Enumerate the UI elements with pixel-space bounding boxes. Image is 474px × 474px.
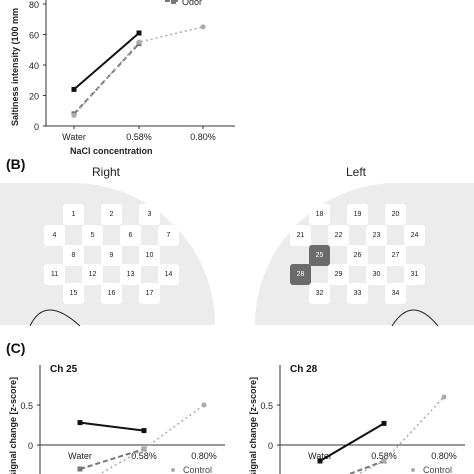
c25-series-1-line [79, 448, 145, 470]
channel-17: 17 [139, 283, 160, 304]
a-series-0-line [73, 32, 140, 91]
a-y-tick-label: 80 [29, 0, 39, 10]
c25-y-tick-label: 0.5 [20, 401, 33, 411]
c28-title: Ch 28 [290, 364, 318, 375]
panel-b-label: (B) [6, 156, 26, 172]
channel-9: 9 [101, 245, 122, 266]
channel-30: 30 [366, 264, 387, 285]
a-x-tick-label: Water [62, 132, 86, 142]
channel-28: 28 [290, 264, 311, 285]
channel-5: 5 [82, 225, 103, 246]
channel-22: 22 [328, 225, 349, 246]
left-hemisphere-label: Left [346, 165, 367, 179]
signal-change-charts: 0 0.5 Water 0.58% 0.80% Ch 25 signal change [z… [8, 364, 465, 474]
channel-27: 27 [385, 245, 406, 266]
channel-8: 8 [63, 245, 84, 266]
channel-29: 29 [328, 264, 349, 285]
c25-series-0-point [77, 420, 83, 426]
a-x-tick-label: 0.58% [126, 132, 152, 142]
c25-legend-control-marker [171, 468, 175, 472]
channel-6: 6 [120, 225, 141, 246]
c25-x-tick-label: 0.80% [191, 451, 217, 461]
right-hemisphere-label: Right [92, 165, 121, 179]
channel-34: 34 [385, 283, 406, 304]
channel-18: 18 [309, 204, 330, 225]
channel-4: 4 [44, 225, 65, 246]
c28-series-2-point [441, 394, 447, 400]
left-ear-icon [391, 309, 439, 327]
channel-15: 15 [63, 283, 84, 304]
a-legend-odor-marker [171, 0, 176, 4]
channel-7: 7 [158, 225, 179, 246]
a-y-tick-label: 0 [34, 122, 39, 132]
channel-10: 10 [139, 245, 160, 266]
c28-y-axis-label: signal change [z-score] [248, 377, 258, 474]
a-x-tick-label: 0.80% [190, 132, 216, 142]
channel-2: 2 [101, 204, 122, 225]
c28-x-tick-label: Water [308, 451, 332, 461]
channel-24: 24 [404, 225, 425, 246]
c28-series-0-point [317, 458, 323, 464]
channel-23: 23 [366, 225, 387, 246]
c25-y-tick-label: 0 [28, 441, 33, 451]
a-series-2-point [200, 24, 206, 30]
a-series-0-point [71, 86, 77, 92]
a-y-tick-label: 60 [29, 31, 39, 41]
a-y-axis-label: Saltiness intensity (100 mm [10, 8, 20, 126]
c28-x-tick-label: 0.80% [431, 451, 457, 461]
a-y-tick-label: 20 [29, 92, 39, 102]
channel-31: 31 [404, 264, 425, 285]
channel-19: 19 [347, 204, 368, 225]
ear-outlines [29, 309, 439, 327]
c25-series-2-point [201, 402, 207, 408]
a-series-2-point [136, 39, 142, 45]
channel-14: 14 [158, 264, 179, 285]
c28-series-1-line [346, 460, 385, 474]
channel-20: 20 [385, 204, 406, 225]
c25-legend-control-label: Control [183, 465, 212, 474]
c25-series-1-point [77, 466, 83, 472]
c25-series-2-point [141, 446, 147, 452]
channel-26: 26 [347, 245, 368, 266]
a-y-tick-label: 40 [29, 61, 39, 71]
channel-3: 3 [139, 204, 160, 225]
c28-legend-control-marker [411, 468, 415, 472]
c28-y-tick-label: 0 [268, 441, 273, 451]
c28-x-tick-label: 0.58% [371, 451, 397, 461]
a-x-axis-label: NaCl concentration [70, 146, 153, 156]
channel-11: 11 [44, 264, 65, 285]
c28-y-tick-label: 0.5 [260, 401, 273, 411]
channel-1: 1 [63, 204, 84, 225]
a-series-2-point [71, 112, 77, 118]
channel-32: 32 [309, 283, 330, 304]
c25-title: Ch 25 [50, 364, 78, 375]
c28-series-0-line [319, 422, 385, 462]
c25-x-tick-label: Water [68, 451, 92, 461]
panel-c-label: (C) [6, 340, 26, 356]
c28-series-0-point [381, 420, 387, 426]
a-series-2-line [73, 26, 204, 116]
channel-33: 33 [347, 283, 368, 304]
c25-x-tick-label: 0.58% [131, 451, 157, 461]
channel-16: 16 [101, 283, 122, 304]
channel-12: 12 [82, 264, 103, 285]
a-series-0-point [136, 30, 142, 36]
a-legend-odor-label: Odor [182, 0, 202, 7]
c25-y-axis-label: signal change [z-score] [8, 377, 18, 474]
c25-series-0-line [79, 421, 145, 432]
channel-13: 13 [120, 264, 141, 285]
c28-legend-control-label: Control [423, 465, 452, 474]
channel-21: 21 [290, 225, 311, 246]
saltiness-chart: 0 20 40 60 80 Water 0.58% 0.80% NaCl concentrati… [10, 0, 235, 156]
channel-25: 25 [309, 245, 330, 266]
c25-series-0-point [141, 428, 147, 434]
right-ear-icon [29, 309, 81, 327]
c28-series-2-point [381, 458, 387, 464]
